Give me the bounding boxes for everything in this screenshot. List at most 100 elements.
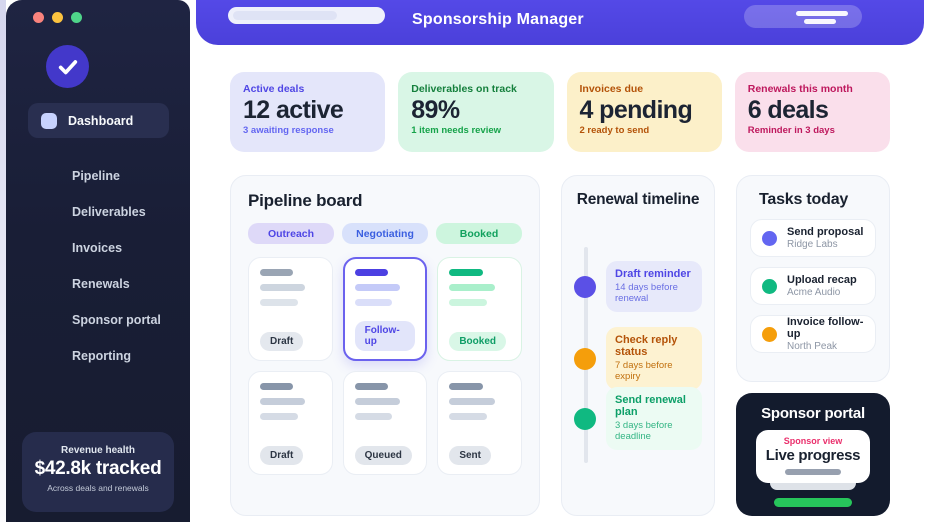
skeleton-bar — [449, 284, 495, 291]
skeleton-bar — [354, 413, 393, 420]
timeline-entry: Check reply status 7 days before expiry — [574, 327, 702, 390]
chip-negotiating[interactable]: Negotiating — [342, 223, 428, 244]
sidebar-item-label: Dashboard — [68, 113, 134, 128]
skeleton-bar — [449, 299, 487, 306]
stat-note: Reminder in 3 days — [747, 124, 835, 136]
skeleton-bar — [354, 398, 401, 405]
stat-note: 1 item needs review — [411, 124, 502, 136]
task-title: Upload recap — [787, 274, 857, 286]
page-edge — [0, 0, 6, 522]
timeline-entry-card: Send renewal plan 3 days before deadline — [606, 387, 702, 450]
timeline-entry: Draft reminder 14 days before renewal — [574, 261, 702, 312]
task-item-send-proposal[interactable]: Send proposal Ridge Labs — [750, 219, 876, 257]
timeline-track: Draft reminder 14 days before renewal Ch… — [574, 209, 702, 481]
skeleton-bar — [449, 269, 483, 276]
timeline-entry-card: Draft reminder 14 days before renewal — [606, 261, 702, 312]
skeleton-bar — [449, 413, 487, 420]
sidebar-item-pipeline[interactable]: Pipeline — [72, 169, 120, 183]
zoom-button[interactable] — [71, 12, 82, 23]
close-button[interactable] — [33, 12, 44, 23]
skeleton-bar — [260, 269, 294, 276]
tasks-today-panel: Tasks today Send proposal Ridge Labs Upl… — [736, 175, 890, 382]
stat-label: Active deals — [243, 83, 305, 95]
skeleton-bar — [260, 398, 306, 405]
timeline-dot — [574, 407, 596, 430]
menu-button[interactable] — [744, 5, 862, 28]
deal-card[interactable]: Draft — [248, 257, 333, 361]
main-area: Sponsorship Manager Active deals 12 acti… — [196, 0, 928, 522]
minimize-button[interactable] — [52, 12, 63, 23]
skeleton-bar — [354, 383, 389, 390]
window-controls — [33, 12, 82, 23]
stat-value: 89% — [411, 96, 460, 124]
status-badge: Draft — [260, 446, 304, 465]
dashboard-icon — [41, 112, 57, 129]
status-badge: Queued — [354, 446, 412, 465]
sidebar-item-dashboard[interactable]: Dashboard — [28, 103, 169, 138]
task-item-upload-recap[interactable]: Upload recap Acme Audio — [750, 267, 876, 305]
stat-card-deliverables[interactable]: Deliverables on track 89% 1 item needs r… — [398, 72, 554, 152]
pipeline-stage-chips: Outreach Negotiating Booked — [248, 223, 522, 244]
task-dot — [762, 326, 777, 342]
skeleton-bar — [449, 383, 483, 390]
skeleton-bar — [260, 383, 294, 390]
task-title: Send proposal — [787, 226, 864, 238]
stat-label: Deliverables on track — [411, 83, 517, 95]
deal-card[interactable]: Sent — [437, 371, 522, 475]
task-subtitle: Acme Audio — [787, 287, 841, 298]
deal-card[interactable]: Booked — [437, 257, 522, 361]
skeleton-bar — [354, 284, 401, 291]
stat-card-renewals[interactable]: Renewals this month 6 deals Reminder in … — [734, 72, 890, 152]
status-badge: Booked — [449, 332, 506, 351]
timeline-dot — [574, 275, 596, 298]
sponsor-portal-card: Sponsor portal Sponsor view Live progres… — [736, 393, 890, 516]
sidebar-item-reporting[interactable]: Reporting — [72, 349, 132, 363]
pipeline-cards-grid: Draft Follow-up Booked — [248, 257, 522, 475]
portal-preview-card[interactable]: Sponsor view Live progress — [756, 430, 870, 483]
deal-card[interactable]: Queued — [342, 371, 428, 475]
chip-outreach[interactable]: Outreach — [248, 223, 334, 244]
timeline-dot — [574, 347, 596, 370]
menu-icon — [804, 19, 836, 24]
panel-title: Renewal timeline — [576, 191, 700, 208]
stat-note: 3 awaiting response — [243, 124, 334, 136]
renewal-timeline-panel: Renewal timeline Draft reminder 14 days … — [561, 175, 715, 516]
sidebar-item-deliverables[interactable]: Deliverables — [72, 205, 146, 219]
sidebar: Dashboard Pipeline Deliverables Invoices… — [6, 0, 190, 522]
portal-skeleton-bar — [785, 469, 841, 475]
stat-card-invoices[interactable]: Invoices due 4 pending 2 ready to send — [566, 72, 722, 152]
app-logo — [46, 45, 89, 88]
timeline-entry-title: Draft reminder — [615, 268, 691, 280]
portal-label: Live progress — [765, 447, 861, 464]
task-dot — [762, 278, 777, 294]
revenue-health-card: Revenue health $42.8k tracked Across dea… — [22, 432, 174, 512]
portal-title: Sponsor portal — [761, 405, 865, 422]
deal-card-selected[interactable]: Follow-up — [342, 257, 428, 361]
search-input[interactable] — [228, 7, 385, 24]
deal-card[interactable]: Draft — [248, 371, 333, 475]
task-item-invoice-follow-up[interactable]: Invoice follow-up North Peak — [750, 315, 876, 353]
stat-card-active-deals[interactable]: Active deals 12 active 3 awaiting respon… — [230, 72, 386, 152]
timeline-entry-title: Check reply status — [615, 334, 678, 358]
status-badge: Draft — [260, 332, 304, 351]
stat-value: 4 pending — [579, 96, 693, 124]
sidebar-item-invoices[interactable]: Invoices — [72, 241, 123, 255]
timeline-entry-card: Check reply status 7 days before expiry — [606, 327, 702, 390]
revenue-title: Revenue health — [61, 445, 135, 456]
sidebar-item-renewals[interactable]: Renewals — [72, 277, 130, 291]
menu-icon — [796, 11, 848, 16]
task-dot — [762, 230, 777, 246]
sidebar-item-sponsor-portal[interactable]: Sponsor portal — [72, 313, 161, 327]
chip-booked[interactable]: Booked — [436, 223, 522, 244]
timeline-entry-title: Send renewal plan — [615, 394, 686, 418]
timeline-entry-subtitle: 7 days before expiry — [615, 360, 673, 382]
revenue-subtitle: Across deals and renewals — [47, 483, 149, 493]
stat-value: 12 active — [243, 96, 344, 124]
portal-tag: Sponsor view — [783, 436, 843, 446]
task-subtitle: Ridge Labs — [787, 239, 838, 250]
task-title: Invoice follow-up — [787, 316, 864, 340]
skeleton-bar — [260, 413, 298, 420]
panel-title: Tasks today — [759, 191, 849, 208]
pipeline-board-panel: Pipeline board Outreach Negotiating Book… — [230, 175, 540, 516]
